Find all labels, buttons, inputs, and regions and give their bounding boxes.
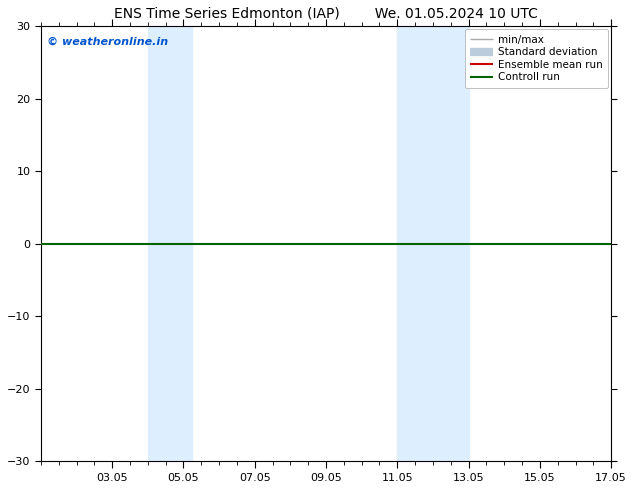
Bar [148, 26, 192, 461]
Legend: min/max, Standard deviation, Ensemble mean run, Controll run: min/max, Standard deviation, Ensemble me… [465, 29, 608, 88]
Text: © weatheronline.in: © weatheronline.in [46, 37, 167, 47]
Title: ENS Time Series Edmonton (IAP)        We. 01.05.2024 10 UTC: ENS Time Series Edmonton (IAP) We. 01.05… [114, 7, 538, 21]
Bar [398, 26, 469, 461]
